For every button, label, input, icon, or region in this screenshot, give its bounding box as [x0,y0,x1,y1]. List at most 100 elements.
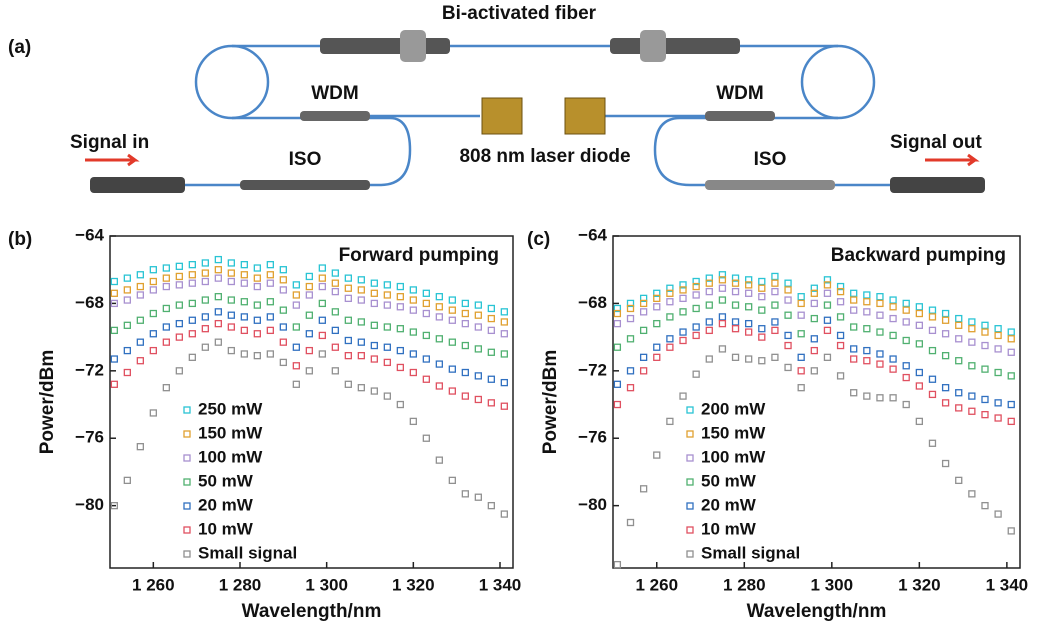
legend-label: Small signal [701,543,800,562]
marker [902,373,910,382]
marker [902,336,910,345]
marker [758,293,766,301]
legend-label: 200 mW [701,399,766,418]
marker [876,328,884,336]
marker [214,274,222,282]
iso-label: ISO [754,149,787,170]
marker [383,291,391,299]
marker [784,363,792,372]
marker [344,380,352,388]
marker [836,313,845,321]
marker [318,274,326,282]
marker [175,262,183,270]
marker [253,282,261,291]
marker [889,331,897,340]
marker [876,299,884,308]
marker [968,392,976,400]
marker [318,264,326,272]
marker [396,325,404,333]
marker [679,286,687,294]
marker [797,353,805,361]
marker [175,319,183,328]
marker [448,476,456,485]
legend-marker [686,526,694,534]
marker [955,321,963,329]
marker [666,298,674,306]
marker [850,296,858,304]
marker [175,272,183,281]
marker [110,380,118,388]
marker [240,298,248,306]
wdm-label: WDM [716,83,763,104]
marker [201,296,209,304]
marker [227,311,235,319]
marker [876,311,884,319]
marker [679,392,687,400]
marker [692,282,700,291]
marker [396,400,404,409]
marker [850,389,858,397]
marker [266,298,274,306]
marker [718,345,727,353]
x-axis-label: Wavelength/nm [242,601,382,622]
marker [175,301,183,309]
marker [227,323,235,331]
marker [409,368,417,377]
marker [344,294,352,303]
marker [666,313,674,321]
marker [836,282,845,291]
marker [718,319,727,328]
legend-label: 150 mW [701,423,766,442]
marker [435,303,443,311]
y-tick-label: −68 [75,293,104,312]
y-tick-label: −64 [75,225,104,244]
marker [422,289,430,297]
legend-marker [686,406,694,414]
marker [823,276,832,284]
marker [666,335,674,343]
marker [758,284,766,292]
marker [876,360,884,368]
marker [797,384,805,392]
marker [679,294,687,303]
setup-diagram: (a) Bi-activated fiber WD [8,3,985,193]
x-tick-label: 1 300 [811,575,854,594]
marker [201,313,209,321]
marker [928,346,937,355]
marker [968,362,976,370]
marker [902,318,910,326]
marker [435,382,443,390]
marker [823,326,832,335]
marker [666,284,674,292]
marker [823,301,832,309]
marker [941,459,950,468]
legend-marker [686,502,694,510]
marker [474,311,482,319]
marker [758,357,766,365]
marker [915,417,923,426]
marker [318,282,326,291]
marker [731,274,740,282]
marker [613,400,622,409]
marker [344,316,352,324]
marker [850,289,858,297]
marker [136,357,144,365]
marker [240,271,248,279]
marker [981,341,989,350]
x-tick-label: 1 280 [219,575,262,594]
marker [639,485,648,493]
marker [968,407,976,415]
marker [836,298,845,306]
marker [968,325,976,333]
marker [331,308,339,316]
y-tick-label: −68 [578,293,607,312]
marker [227,277,235,286]
marker [370,299,378,308]
marker [357,286,365,294]
panel-label: (a) [8,37,31,58]
marker [784,341,792,350]
marker [784,286,792,294]
marker [692,291,700,299]
legend-marker [686,550,694,558]
marker [941,384,950,392]
